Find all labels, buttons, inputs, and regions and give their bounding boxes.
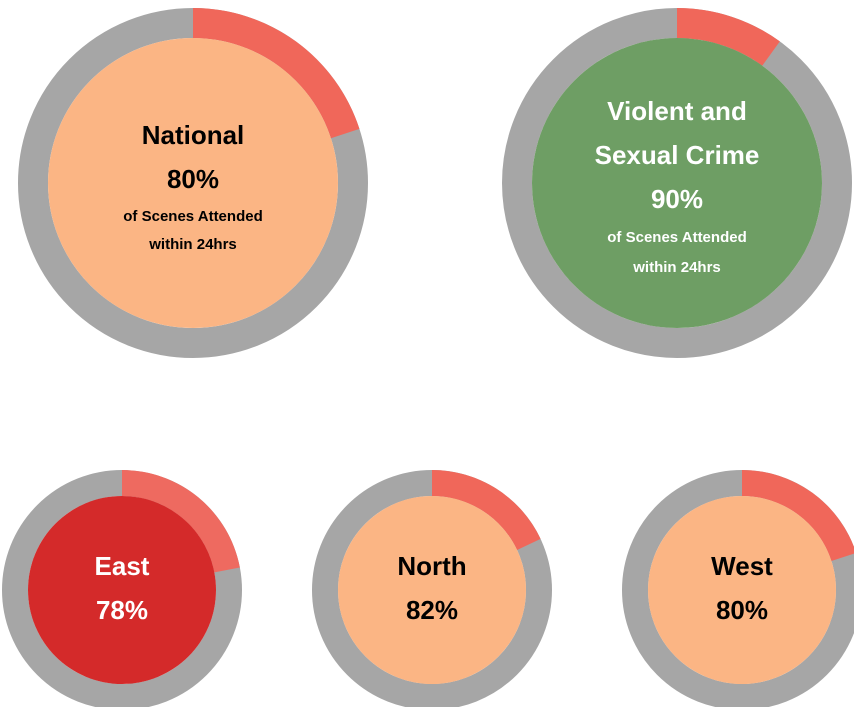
gauge-title: Violent and (607, 96, 747, 126)
gauge: Violent and Sexual Crime 90% of Scenes Atte… (502, 8, 852, 358)
gauge-center (48, 38, 338, 328)
gauge-value: 80% (716, 595, 768, 625)
gauge-arc (677, 8, 780, 66)
gauge-value: 90% (651, 184, 703, 214)
gauge-subtitle: of Scenes Attended (607, 229, 746, 246)
gauge-center (648, 496, 836, 684)
gauge-title: National (142, 120, 245, 150)
gauge: East 78% (2, 470, 242, 707)
gauge-center (532, 38, 822, 328)
gauge: West 80% (622, 470, 854, 707)
gauge-title: West (711, 551, 773, 581)
gauge-value: 82% (406, 595, 458, 625)
gauge-arc (742, 470, 854, 561)
gauge-subtitle: within 24hrs (148, 236, 237, 253)
gauge-title: East (95, 551, 150, 581)
gauge-value: 78% (96, 595, 148, 625)
gauge-arc (122, 470, 240, 573)
gauge-title: North (397, 551, 466, 581)
gauge-subtitle: of Scenes Attended (123, 208, 262, 225)
gauge-arc (432, 470, 541, 550)
gauge: National 80% of Scenes Attended within 24hr… (18, 8, 368, 358)
gauge-value: 80% (167, 164, 219, 194)
gauge-title: Sexual Crime (595, 140, 760, 170)
gauge: North 82% (312, 470, 552, 707)
gauge-center (28, 496, 216, 684)
gauge-arc (193, 8, 360, 139)
gauge-center (338, 496, 526, 684)
gauge-subtitle: within 24hrs (632, 259, 721, 276)
